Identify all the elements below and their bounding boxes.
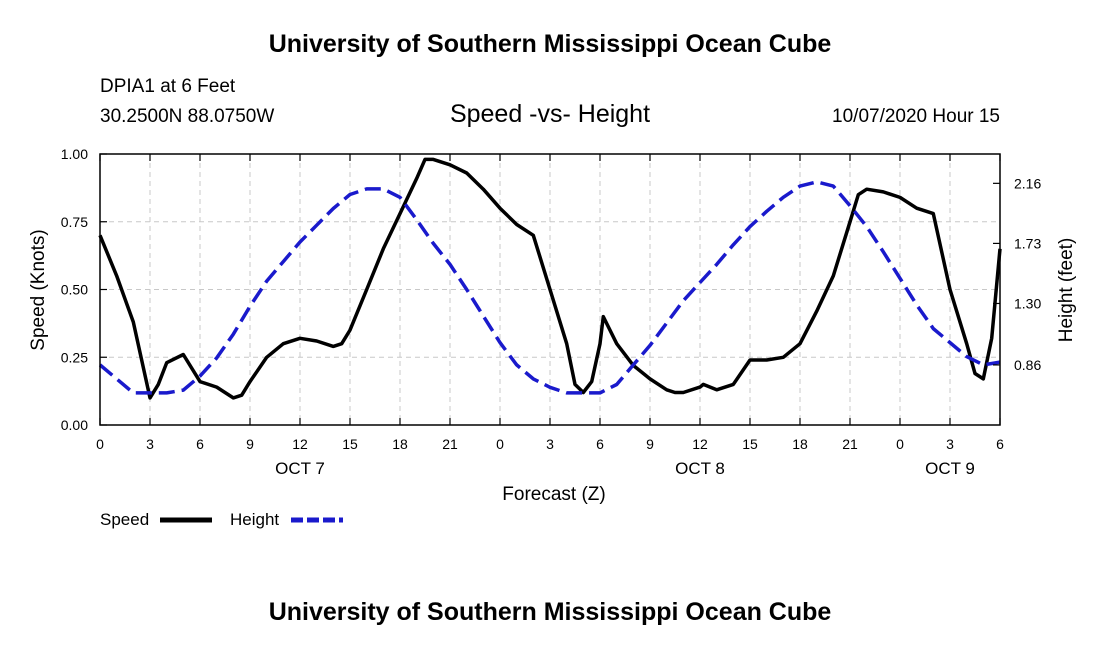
x-tick-label: 18 bbox=[792, 436, 808, 452]
legend: Speed Height bbox=[100, 510, 343, 529]
y-axis-left-label: Speed (Knots) bbox=[28, 229, 49, 350]
chart-title: University of Southern Mississippi Ocean… bbox=[268, 30, 832, 58]
footer-title: University of Southern Mississippi Ocean… bbox=[268, 598, 832, 626]
date-label: OCT 9 bbox=[925, 459, 975, 478]
x-tick-label: 12 bbox=[692, 436, 708, 452]
station-coordinates: 30.2500N 88.0750W bbox=[100, 106, 275, 127]
date-label: OCT 7 bbox=[275, 459, 325, 478]
x-tick-label: 3 bbox=[946, 436, 954, 452]
x-tick-label: 6 bbox=[196, 436, 204, 452]
y-tick-label-right: 1.30 bbox=[1014, 295, 1041, 311]
date-label: OCT 8 bbox=[675, 459, 725, 478]
x-tick-label: 0 bbox=[896, 436, 904, 452]
series-lines bbox=[98, 157, 1002, 400]
x-tick-label: 0 bbox=[96, 436, 104, 452]
x-tick-label: 3 bbox=[146, 436, 154, 452]
y-axis-right-label: Height (feet) bbox=[1056, 238, 1077, 343]
forecast-datetime: 10/07/2020 Hour 15 bbox=[832, 106, 1000, 127]
x-axis-label: Forecast (Z) bbox=[502, 484, 605, 505]
x-tick-label: 12 bbox=[292, 436, 308, 452]
y-tick-label-left: 0.75 bbox=[61, 214, 88, 230]
x-tick-label: 3 bbox=[546, 436, 554, 452]
x-tick-label: 15 bbox=[742, 436, 758, 452]
x-tick-label: 6 bbox=[996, 436, 1004, 452]
y-tick-label-left: 0.50 bbox=[61, 282, 88, 298]
x-tick-label: 9 bbox=[646, 436, 654, 452]
x-tick-label: 18 bbox=[392, 436, 408, 452]
y-tick-label-right: 2.16 bbox=[1014, 175, 1041, 191]
x-tick-label: 0 bbox=[496, 436, 504, 452]
x-tick-label: 9 bbox=[246, 436, 254, 452]
y-tick-label-right: 1.73 bbox=[1014, 235, 1041, 251]
x-tick-label: 21 bbox=[842, 436, 858, 452]
axes: 0 3 6 9 12 15 18 21 0 3 6 9 12 15 18 21 0 3 6 0.00 0.25 0.50 0… bbox=[61, 146, 1042, 478]
x-tick-label: 6 bbox=[596, 436, 604, 452]
x-tick-label: 21 bbox=[442, 436, 458, 452]
y-tick-label-left: 0.25 bbox=[61, 349, 88, 365]
x-tick-label: 15 bbox=[342, 436, 358, 452]
chart-subtitle: Speed -vs- Height bbox=[449, 100, 651, 128]
station-label: DPIA1 at 6 Feet bbox=[100, 76, 236, 97]
y-tick-label-left: 0.00 bbox=[61, 417, 88, 433]
legend-label-speed: Speed bbox=[100, 510, 149, 529]
series-line-speed bbox=[98, 157, 1002, 400]
y-tick-label-right: 0.86 bbox=[1014, 357, 1041, 373]
legend-label-height: Height bbox=[230, 510, 279, 529]
y-tick-label-left: 1.00 bbox=[61, 146, 88, 162]
series-line-height bbox=[98, 180, 1001, 395]
